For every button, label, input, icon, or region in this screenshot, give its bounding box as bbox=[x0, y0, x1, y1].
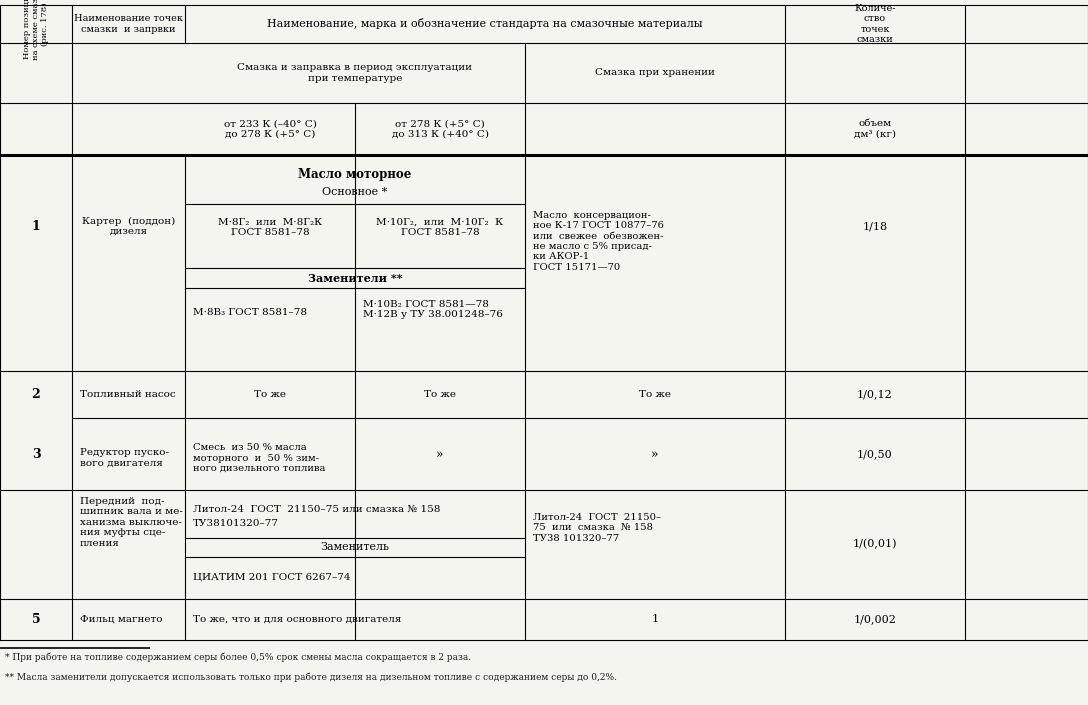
Text: ЦИАТИМ 201 ГОСТ 6267–74: ЦИАТИМ 201 ГОСТ 6267–74 bbox=[193, 572, 350, 582]
Text: 2: 2 bbox=[32, 388, 40, 401]
Text: »: » bbox=[652, 448, 659, 460]
Text: Тo же: Тo же bbox=[254, 390, 286, 399]
Text: Редуктор пуско-
вого двигателя: Редуктор пуско- вого двигателя bbox=[81, 448, 169, 467]
Text: Масло моторное: Масло моторное bbox=[298, 168, 411, 181]
Text: Литол-24  ГОСТ  21150–
75  или  смазка  № 158
ТУ38 101320–77: Литол-24 ГОСТ 21150– 75 или смазка № 158… bbox=[533, 513, 662, 543]
Text: Смазка при хранении: Смазка при хранении bbox=[595, 68, 715, 78]
Text: 1/0,002: 1/0,002 bbox=[854, 614, 897, 625]
Text: 1: 1 bbox=[652, 614, 658, 625]
Text: Наименование точек
смазки  и запрвки: Наименование точек смазки и запрвки bbox=[74, 14, 183, 34]
Text: »: » bbox=[436, 448, 444, 460]
Text: 1: 1 bbox=[32, 220, 40, 233]
Text: М·10В₂ ГОСТ 8581—78
М·12В у ТУ 38.001248–76: М·10В₂ ГОСТ 8581—78 М·12В у ТУ 38.001248… bbox=[363, 300, 503, 319]
Text: Смесь  из 50 % масла
моторного  и  50 % зим-
ного дизельного топлива: Смесь из 50 % масла моторного и 50 % зим… bbox=[193, 443, 325, 473]
Text: То же, что и для основного двигателя: То же, что и для основного двигателя bbox=[193, 615, 401, 624]
Text: Топливный насос: Топливный насос bbox=[81, 390, 175, 399]
Text: от 278 К (+5° С)
до 313 К (+40° С): от 278 К (+5° С) до 313 К (+40° С) bbox=[392, 119, 489, 139]
Text: ** Масла заменители допускается использовать только при работе дизеля на дизельн: ** Масла заменители допускается использо… bbox=[5, 672, 617, 682]
Text: 1/0,50: 1/0,50 bbox=[857, 449, 893, 459]
Text: Картер  (поддон)
дизеля: Картер (поддон) дизеля bbox=[82, 216, 175, 236]
Text: Масло  консервацион-
ное К-17 ГОСТ 10877–76
или  свежее  обезвожен-
не масло с 5: Масло консервацион- ное К-17 ГОСТ 10877–… bbox=[533, 211, 664, 272]
Text: 5: 5 bbox=[32, 613, 40, 626]
Text: объем
дм³ (кг): объем дм³ (кг) bbox=[854, 119, 897, 139]
Text: Смазка и заправка в период эксплуатации
при температуре: Смазка и заправка в период эксплуатации … bbox=[237, 63, 472, 82]
Text: Заменители **: Заменители ** bbox=[308, 273, 403, 283]
Text: Основное *: Основное * bbox=[322, 187, 387, 197]
Text: М·8Г₂  или  М·8Г₂К
ГОСТ 8581–78: М·8Г₂ или М·8Г₂К ГОСТ 8581–78 bbox=[218, 218, 322, 237]
Text: Литол-24  ГОСТ  21150–75 или смазка № 158: Литол-24 ГОСТ 21150–75 или смазка № 158 bbox=[193, 505, 441, 514]
Text: Фильц магнето: Фильц магнето bbox=[81, 615, 162, 624]
Text: Количе-
ство
точек
смазки: Количе- ство точек смазки bbox=[854, 4, 895, 44]
Text: 3: 3 bbox=[32, 448, 40, 460]
Text: То же: То же bbox=[424, 390, 456, 399]
Text: М·8В₃ ГОСТ 8581–78: М·8В₃ ГОСТ 8581–78 bbox=[193, 308, 307, 317]
Text: 1/0,12: 1/0,12 bbox=[857, 390, 893, 400]
Text: Номер позиции
на схеме смазки
(рис. 178): Номер позиции на схеме смазки (рис. 178) bbox=[23, 0, 49, 61]
Text: Передний  под-
шипник вала и ме-
ханизма выключе-
ния муфты сце-
пления: Передний под- шипник вала и ме- ханизма … bbox=[81, 497, 183, 548]
Text: 1/(0,01): 1/(0,01) bbox=[853, 539, 898, 549]
Text: 1/18: 1/18 bbox=[863, 221, 888, 231]
Text: от 233 К (–40° С)
до 278 К (+5° С): от 233 К (–40° С) до 278 К (+5° С) bbox=[223, 119, 317, 139]
Text: То же: То же bbox=[639, 390, 671, 399]
Text: Наименование, марка и обозначение стандарта на смазочные материалы: Наименование, марка и обозначение станда… bbox=[268, 18, 703, 30]
Text: Заменитель: Заменитель bbox=[321, 542, 390, 553]
Text: * При работе на топливе содержанием серы более 0,5% срок смены масла сокращается: * При работе на топливе содержанием серы… bbox=[5, 652, 471, 661]
Text: М·10Г₂,  или  М·10Г₂  К
ГОСТ 8581–78: М·10Г₂, или М·10Г₂ К ГОСТ 8581–78 bbox=[376, 218, 504, 237]
Text: ТУ38101320–77: ТУ38101320–77 bbox=[193, 519, 279, 528]
